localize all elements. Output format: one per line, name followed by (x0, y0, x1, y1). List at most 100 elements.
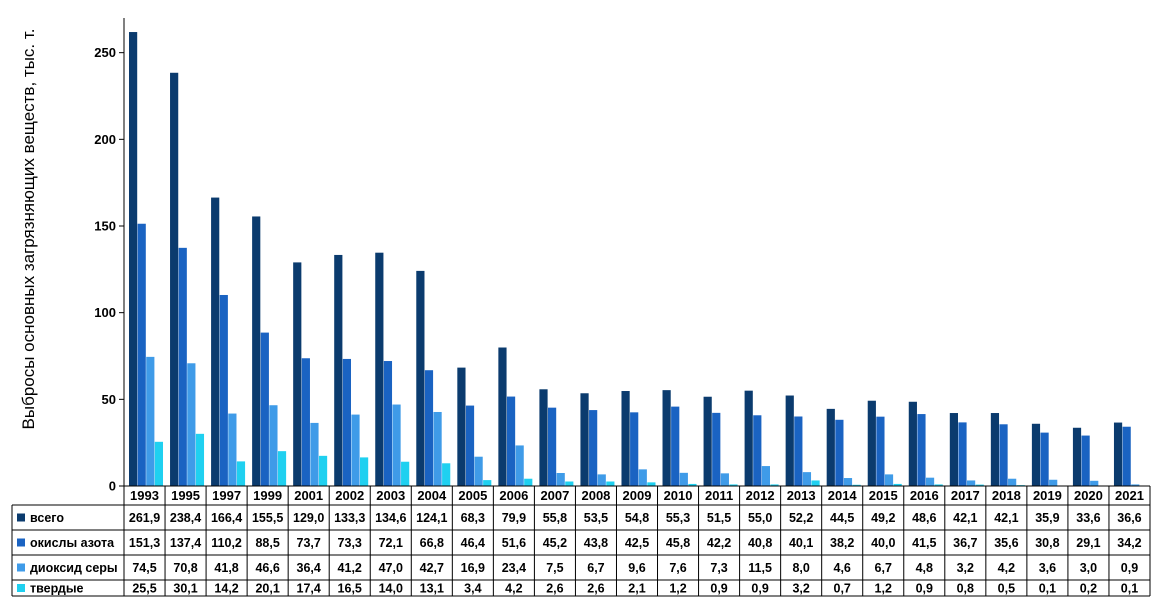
data-label: 88,5 (255, 536, 279, 550)
data-label: 0,5 (998, 582, 1015, 596)
bar (589, 410, 598, 486)
bar (401, 461, 410, 486)
bar (310, 422, 319, 486)
data-label: 7,6 (669, 561, 686, 575)
data-label: 36,7 (953, 536, 977, 550)
bar (802, 472, 812, 486)
bar (424, 370, 434, 486)
bar (228, 413, 237, 486)
data-label: 70,8 (173, 561, 197, 575)
x-tick-label: 2016 (910, 488, 939, 503)
data-label: 36,6 (1117, 511, 1141, 525)
bar (129, 32, 138, 486)
data-label: 110,2 (211, 536, 242, 550)
legend-label: диоксид серы (30, 561, 118, 575)
bar (269, 405, 278, 486)
bar (671, 406, 680, 486)
data-label: 34,2 (1117, 536, 1141, 550)
x-tick-label: 2017 (951, 488, 980, 503)
x-tick-label: 2012 (746, 488, 775, 503)
data-label: 66,8 (420, 536, 444, 550)
bar (342, 358, 351, 486)
bar (211, 197, 220, 486)
bar (318, 455, 328, 486)
x-tick-label: 2007 (540, 488, 569, 503)
bar (908, 401, 917, 486)
data-label: 42,2 (707, 536, 731, 550)
bar (219, 294, 228, 486)
x-tick-label: 2014 (828, 488, 858, 503)
data-label: 36,4 (297, 561, 321, 575)
bar (1081, 435, 1090, 486)
bar (679, 472, 688, 486)
x-tick-label: 2003 (376, 488, 405, 503)
bar (565, 481, 574, 486)
bar (958, 422, 967, 486)
data-label: 20,1 (255, 582, 279, 596)
x-tick-label: 1999 (253, 488, 282, 503)
legend-label: твердые (30, 582, 84, 596)
bar (1122, 426, 1131, 486)
bar (277, 451, 287, 486)
data-label: 0,9 (1121, 561, 1138, 575)
bar (178, 247, 187, 486)
bar (1131, 484, 1140, 486)
data-label: 6,7 (875, 561, 892, 575)
bar (170, 72, 179, 487)
data-label: 55,8 (543, 511, 567, 525)
bar (1049, 479, 1058, 486)
data-label: 3,4 (464, 582, 481, 596)
x-tick-label: 2015 (869, 488, 898, 503)
data-label: 55,3 (666, 511, 690, 525)
data-label: 3,2 (957, 561, 974, 575)
data-label: 155,5 (252, 511, 283, 525)
data-label: 7,3 (710, 561, 727, 575)
x-tick-label: 2002 (335, 488, 364, 503)
data-label: 45,8 (666, 536, 690, 550)
bar (744, 390, 753, 486)
data-label: 54,8 (625, 511, 649, 525)
bar (662, 390, 671, 486)
data-label: 0,9 (710, 582, 727, 596)
data-label: 45,2 (543, 536, 567, 550)
bar (990, 413, 1000, 486)
y-tick-label: 50 (102, 392, 116, 407)
data-label: 9,6 (628, 561, 645, 575)
legend-swatch (17, 563, 25, 572)
bar (917, 414, 926, 486)
x-tick-label: 2013 (787, 488, 816, 503)
bar (712, 412, 721, 486)
bar (720, 473, 729, 486)
data-label: 25,5 (132, 582, 156, 596)
bar (442, 463, 451, 486)
bar (967, 480, 976, 486)
data-label: 17,4 (297, 582, 321, 596)
data-label: 4,8 (916, 561, 933, 575)
bar (580, 393, 589, 486)
x-tick-label: 2008 (581, 488, 610, 503)
data-label: 35,9 (1035, 511, 1059, 525)
data-label: 42,1 (953, 511, 977, 525)
bar (195, 433, 205, 486)
data-label: 55,0 (748, 511, 772, 525)
data-label: 35,6 (994, 536, 1018, 550)
data-label: 129,0 (293, 511, 324, 525)
bar (1040, 432, 1049, 486)
data-label: 4,2 (505, 582, 522, 596)
bar (826, 408, 835, 486)
data-label: 47,0 (379, 561, 403, 575)
x-tick-label: 2001 (294, 488, 323, 503)
data-label: 4,6 (834, 561, 851, 575)
y-tick-label: 250 (94, 45, 116, 60)
bar (753, 415, 762, 486)
data-label: 42,5 (625, 536, 649, 550)
bar (703, 396, 712, 486)
bar (433, 411, 442, 486)
x-tick-label: 2018 (992, 488, 1021, 503)
data-label: 30,8 (1035, 536, 1059, 550)
bar (498, 347, 507, 486)
data-label: 48,6 (912, 511, 936, 525)
legend-label: всего (30, 511, 64, 525)
data-label: 43,8 (584, 536, 608, 550)
x-tick-label: 2006 (499, 488, 528, 503)
